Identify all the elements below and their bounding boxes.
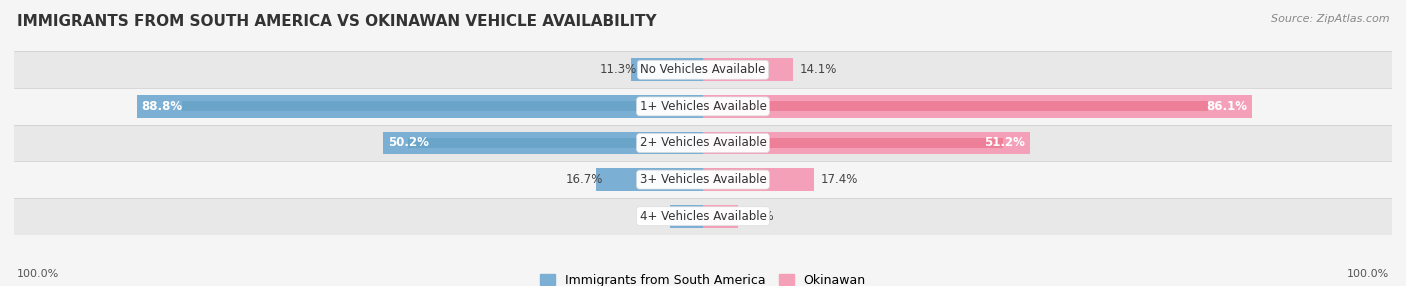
Bar [631, 58, 703, 81]
Text: 51.2%: 51.2% [984, 136, 1025, 150]
Bar [703, 58, 793, 81]
Bar [136, 95, 703, 118]
Legend: Immigrants from South America, Okinawan: Immigrants from South America, Okinawan [540, 274, 866, 286]
Text: 88.8%: 88.8% [142, 100, 183, 113]
Text: 17.4%: 17.4% [820, 173, 858, 186]
Text: 2+ Vehicles Available: 2+ Vehicles Available [640, 136, 766, 150]
Bar [181, 101, 703, 112]
Text: No Vehicles Available: No Vehicles Available [640, 63, 766, 76]
Text: 11.3%: 11.3% [600, 63, 637, 76]
Text: 100.0%: 100.0% [1347, 269, 1389, 279]
Bar [703, 168, 814, 191]
Text: IMMIGRANTS FROM SOUTH AMERICA VS OKINAWAN VEHICLE AVAILABILITY: IMMIGRANTS FROM SOUTH AMERICA VS OKINAWA… [17, 14, 657, 29]
Bar [703, 132, 1029, 154]
Text: 50.2%: 50.2% [388, 136, 429, 150]
Text: 86.1%: 86.1% [1206, 100, 1247, 113]
Bar [14, 88, 1392, 125]
Bar [703, 205, 738, 228]
Bar [14, 125, 1392, 161]
Text: 5.2%: 5.2% [647, 210, 676, 223]
Text: 3+ Vehicles Available: 3+ Vehicles Available [640, 173, 766, 186]
Bar [703, 101, 1208, 112]
Bar [669, 205, 703, 228]
Bar [382, 132, 703, 154]
Bar [703, 138, 1004, 148]
Text: Source: ZipAtlas.com: Source: ZipAtlas.com [1271, 14, 1389, 24]
Bar [408, 138, 703, 148]
Bar [596, 168, 703, 191]
Bar [14, 161, 1392, 198]
Bar [14, 51, 1392, 88]
Text: 16.7%: 16.7% [565, 173, 603, 186]
Text: 1+ Vehicles Available: 1+ Vehicles Available [640, 100, 766, 113]
Text: 14.1%: 14.1% [800, 63, 837, 76]
Bar [14, 198, 1392, 235]
Text: 100.0%: 100.0% [17, 269, 59, 279]
Text: 5.5%: 5.5% [744, 210, 775, 223]
Text: 4+ Vehicles Available: 4+ Vehicles Available [640, 210, 766, 223]
Bar [703, 95, 1253, 118]
